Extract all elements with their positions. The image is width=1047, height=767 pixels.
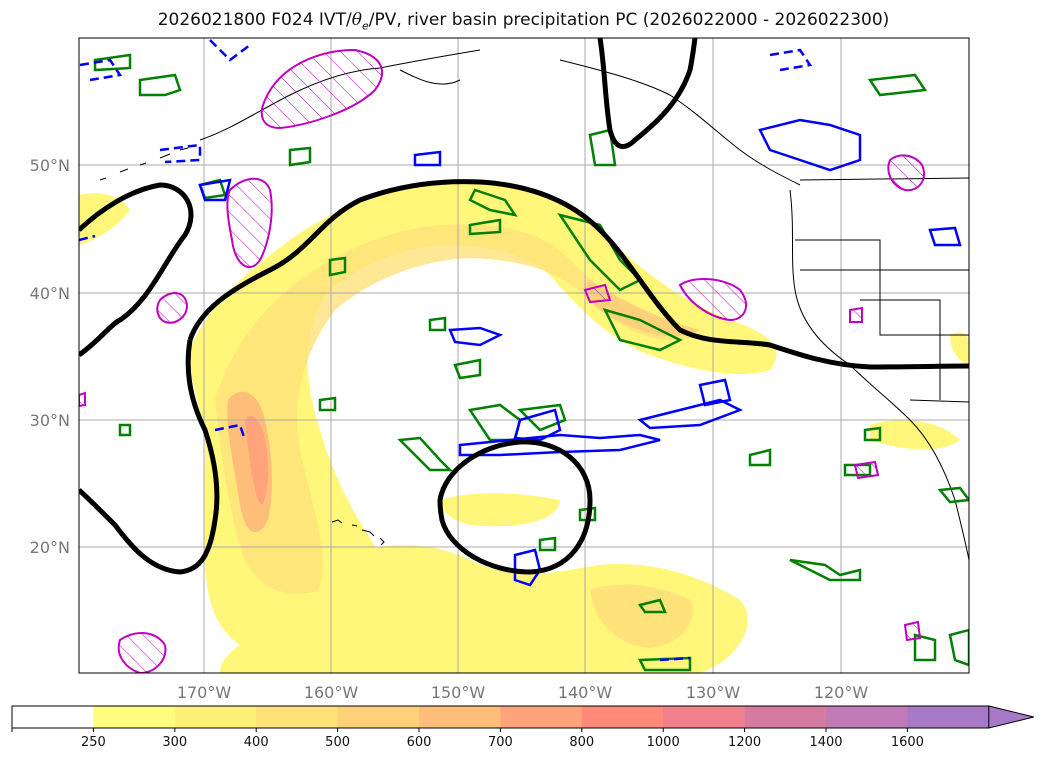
colorbar-segment	[826, 706, 908, 728]
ivt-south-band	[220, 545, 748, 673]
ivt-plume-inner	[215, 224, 700, 594]
colorbar-segment	[337, 706, 420, 728]
colorbar-tick-label: 1000	[647, 735, 680, 750]
colorbar-tick-label: 400	[244, 735, 269, 750]
us-canada-border	[799, 177, 969, 181]
colorbar-tick-label: 1400	[809, 735, 842, 750]
theta-e-gulf-alaska	[597, 38, 698, 149]
title-theta-subscript: e	[361, 19, 369, 33]
ivt-east-edge	[950, 332, 969, 365]
state-border-1	[795, 239, 881, 270]
lat-label-50: 50°N	[30, 156, 70, 175]
colorbar-tick-label: 250	[81, 735, 106, 750]
map-panel	[79, 38, 969, 673]
ivt-shading	[79, 179, 969, 673]
title-run: 2026021800	[157, 10, 266, 30]
theta-e-subtropical-loop	[437, 439, 593, 575]
title-period: (2026022000 - 2026022300)	[642, 10, 890, 30]
lon-label-120w: 120°W	[814, 683, 869, 702]
state-border-3	[879, 270, 969, 336]
north-america-coast	[789, 189, 969, 561]
colorbar-segment	[419, 706, 501, 728]
colorbar-extend-arrow	[988, 705, 1034, 729]
lon-label-160w: 160°W	[304, 683, 359, 702]
colorbar-tick-label: 800	[569, 735, 594, 750]
colorbar-tick-label: 300	[162, 735, 187, 750]
ivt-central-patch	[440, 493, 560, 527]
colorbar-tick-label: 1600	[891, 735, 924, 750]
colorbar-tick-label: 600	[407, 735, 432, 750]
lon-label-140w: 140°W	[558, 683, 613, 702]
blue-pv-contours	[198, 118, 962, 587]
colorbar-tick-label: 500	[325, 735, 350, 750]
map-frame	[78, 37, 970, 674]
lon-label-170w: 170°W	[177, 683, 232, 702]
colorbar-segment	[93, 706, 176, 728]
ivt-core-west-2	[245, 416, 269, 505]
latitude-labels: 50°N 40°N 30°N 20°N	[30, 156, 70, 557]
colorbar: 250 300 400 500 600 700 800 1000 1200 1400 1600	[11, 705, 1034, 750]
colorbar-segment	[663, 706, 746, 728]
title-theta: θ	[351, 10, 362, 30]
colorbar-segment	[581, 706, 664, 728]
lat-label-30: 30°N	[30, 411, 70, 430]
ivt-west-edge	[79, 193, 130, 245]
lon-label-130w: 130°W	[686, 683, 741, 702]
ivt-south-core	[590, 584, 693, 648]
lat-label-40: 40°N	[30, 284, 70, 303]
hawaii-islands	[331, 519, 385, 546]
colorbar-segment	[907, 706, 990, 728]
colorbar-segment	[256, 706, 339, 728]
ivt-east-coast	[870, 420, 960, 450]
map-title: 2026021800 F024 IVT/θe/PV, river basin p…	[0, 10, 1047, 32]
colorbar-segment	[500, 706, 583, 728]
theta-e-main-arc	[79, 179, 969, 575]
theta-e-contours	[79, 38, 969, 575]
colorbar-segment	[174, 706, 257, 728]
magenta-precip-contours	[79, 48, 925, 673]
colorbar-segment	[744, 706, 827, 728]
title-fields-suffix: /PV, river basin precipitation PC	[368, 10, 638, 30]
blue-dashed-contours	[79, 39, 813, 662]
longitude-labels: 170°W 160°W 150°W 140°W 130°W 120°W	[177, 683, 869, 702]
title-fields-prefix: IVT/	[318, 10, 352, 30]
title-forecast: F024	[271, 10, 314, 30]
ivt-plume-arc	[189, 179, 777, 661]
lon-label-150w: 150°W	[431, 683, 486, 702]
colorbar-segment	[12, 706, 94, 728]
colorbar-tick-label: 700	[488, 735, 513, 750]
mexico-border	[909, 399, 969, 403]
aleutian-islands	[99, 147, 189, 181]
lat-label-20: 20°N	[30, 538, 70, 557]
colorbar-tick-label: 1200	[728, 735, 761, 750]
